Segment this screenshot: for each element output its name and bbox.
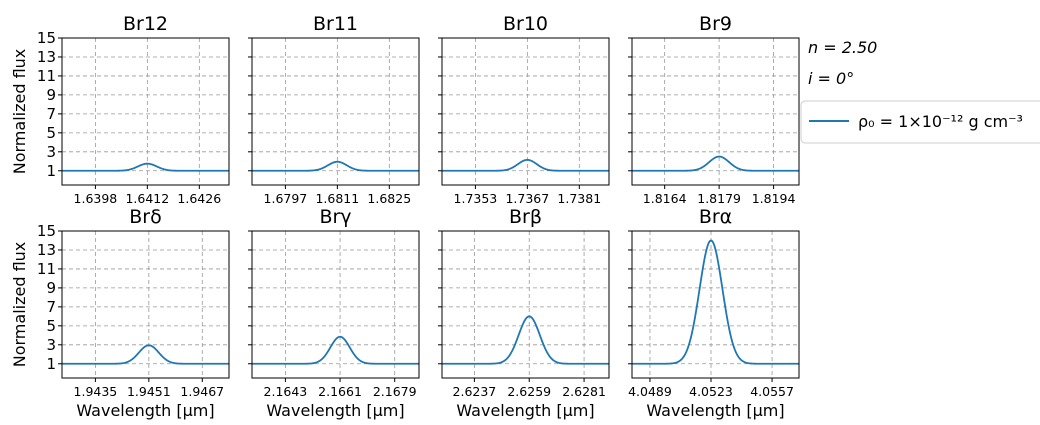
x-tick-label: 1.6811 bbox=[315, 191, 359, 206]
legend-entry-label: ρ₀ = 1×10⁻¹² g cm⁻³ bbox=[858, 112, 1023, 131]
x-tick-label: 1.6426 bbox=[177, 191, 221, 206]
series-line bbox=[251, 335, 420, 365]
x-tick-label: 2.6259 bbox=[507, 384, 551, 399]
n-annotation: n = 2.50 bbox=[808, 38, 877, 57]
axes-frame bbox=[61, 230, 230, 379]
x-tick-label: 1.7353 bbox=[454, 191, 498, 206]
axes-frame bbox=[631, 230, 800, 379]
panel-8: 4.0489 4.0523 4.0557 Brα Wavelength [μm] bbox=[628, 206, 800, 420]
x-tick-label: 1.9435 bbox=[74, 384, 118, 399]
panel-3: 1.7353 1.7367 1.7381 Br10 bbox=[438, 13, 610, 206]
x-tick-label: 2.1643 bbox=[264, 384, 308, 399]
y-axis-label: Normalized flux bbox=[10, 242, 29, 368]
panel-2: 1.6797 1.6811 1.6825 Br11 bbox=[248, 13, 420, 206]
axes-frame bbox=[251, 37, 420, 186]
x-axis-label: Wavelength [μm] bbox=[456, 401, 594, 420]
x-tick-label: 1.7367 bbox=[505, 191, 549, 206]
series-line bbox=[631, 155, 800, 172]
y-axis-label: Normalized flux bbox=[10, 49, 29, 175]
y-tick-label: 5 bbox=[46, 317, 56, 335]
panel-title: Br11 bbox=[313, 13, 358, 35]
x-tick-label: 1.6412 bbox=[125, 191, 169, 206]
series-line bbox=[631, 239, 800, 365]
x-tick-label: 1.6398 bbox=[74, 191, 118, 206]
x-axis-label: Wavelength [μm] bbox=[76, 401, 214, 420]
y-tick-label: 1 bbox=[46, 355, 56, 373]
legend-frame bbox=[800, 100, 1040, 144]
y-tick-label: 9 bbox=[46, 86, 56, 104]
y-tick-label: 7 bbox=[46, 298, 56, 316]
panel-title: Brα bbox=[699, 206, 732, 228]
panel-5: 1.9435 1.9451 1.946713579111315BrδWaveleng… bbox=[10, 206, 230, 420]
y-tick-label: 3 bbox=[46, 336, 56, 354]
x-tick-label: 1.8164 bbox=[643, 191, 687, 206]
y-tick-label: 5 bbox=[46, 124, 56, 142]
x-tick-label: 2.1661 bbox=[318, 384, 362, 399]
series-line bbox=[441, 158, 610, 172]
x-tick-label: 1.8194 bbox=[752, 191, 796, 206]
panel-title: Brγ bbox=[319, 206, 351, 228]
x-tick-label: 4.0523 bbox=[689, 384, 733, 399]
y-tick-label: 13 bbox=[37, 241, 56, 259]
legend: ρ₀ = 1×10⁻¹² g cm⁻³ bbox=[800, 100, 1040, 144]
series-line bbox=[61, 162, 230, 172]
panel-4: 1.8164 1.8179 1.8194 Br9 bbox=[628, 13, 800, 206]
panel-7: 2.6237 2.6259 2.6281 Brβ Wavelength [μm] bbox=[438, 206, 610, 420]
axes-frame bbox=[631, 37, 800, 186]
x-tick-label: 1.9451 bbox=[127, 384, 171, 399]
x-tick-label: 1.6825 bbox=[367, 191, 411, 206]
panel-title: Br12 bbox=[123, 13, 168, 35]
panel-1: 1.6398 1.6412 1.642613579111315Br12Normali… bbox=[10, 13, 230, 206]
x-tick-label: 1.7381 bbox=[557, 191, 601, 206]
panel-title: Br10 bbox=[503, 13, 548, 35]
axes-frame bbox=[441, 230, 610, 379]
y-tick-label: 11 bbox=[37, 260, 56, 278]
axes-frame bbox=[441, 37, 610, 186]
x-tick-label: 1.9467 bbox=[180, 384, 224, 399]
x-tick-label: 4.0557 bbox=[750, 384, 794, 399]
y-tick-label: 15 bbox=[37, 222, 56, 240]
x-tick-label: 2.6281 bbox=[562, 384, 606, 399]
y-tick-label: 13 bbox=[37, 48, 56, 66]
i-annotation: i = 0° bbox=[808, 69, 854, 88]
x-tick-label: 1.6797 bbox=[264, 191, 308, 206]
panels-group: 1.6398 1.6412 1.642613579111315Br12Normali… bbox=[10, 13, 800, 420]
x-axis-label: Wavelength [μm] bbox=[646, 401, 784, 420]
x-tick-label: 2.6237 bbox=[453, 384, 497, 399]
series-line bbox=[61, 344, 230, 365]
panel-title: Brβ bbox=[509, 206, 542, 228]
axes-frame bbox=[61, 37, 230, 186]
x-tick-label: 1.8179 bbox=[697, 191, 741, 206]
x-tick-label: 4.0489 bbox=[628, 384, 672, 399]
y-tick-label: 9 bbox=[46, 279, 56, 297]
panel-title: Brδ bbox=[129, 206, 161, 228]
panel-title: Br9 bbox=[699, 13, 732, 35]
x-tick-label: 2.1679 bbox=[373, 384, 417, 399]
y-tick-label: 7 bbox=[46, 105, 56, 123]
y-tick-label: 3 bbox=[46, 143, 56, 161]
series-line bbox=[441, 315, 610, 365]
x-axis-label: Wavelength [μm] bbox=[266, 401, 404, 420]
y-tick-label: 1 bbox=[46, 162, 56, 180]
series-line bbox=[251, 160, 420, 172]
panel-6: 2.1643 2.1661 2.1679 Brγ Wavelength [μm] bbox=[248, 206, 420, 420]
axes-frame bbox=[251, 230, 420, 379]
y-tick-label: 15 bbox=[37, 29, 56, 47]
y-tick-label: 11 bbox=[37, 67, 56, 85]
